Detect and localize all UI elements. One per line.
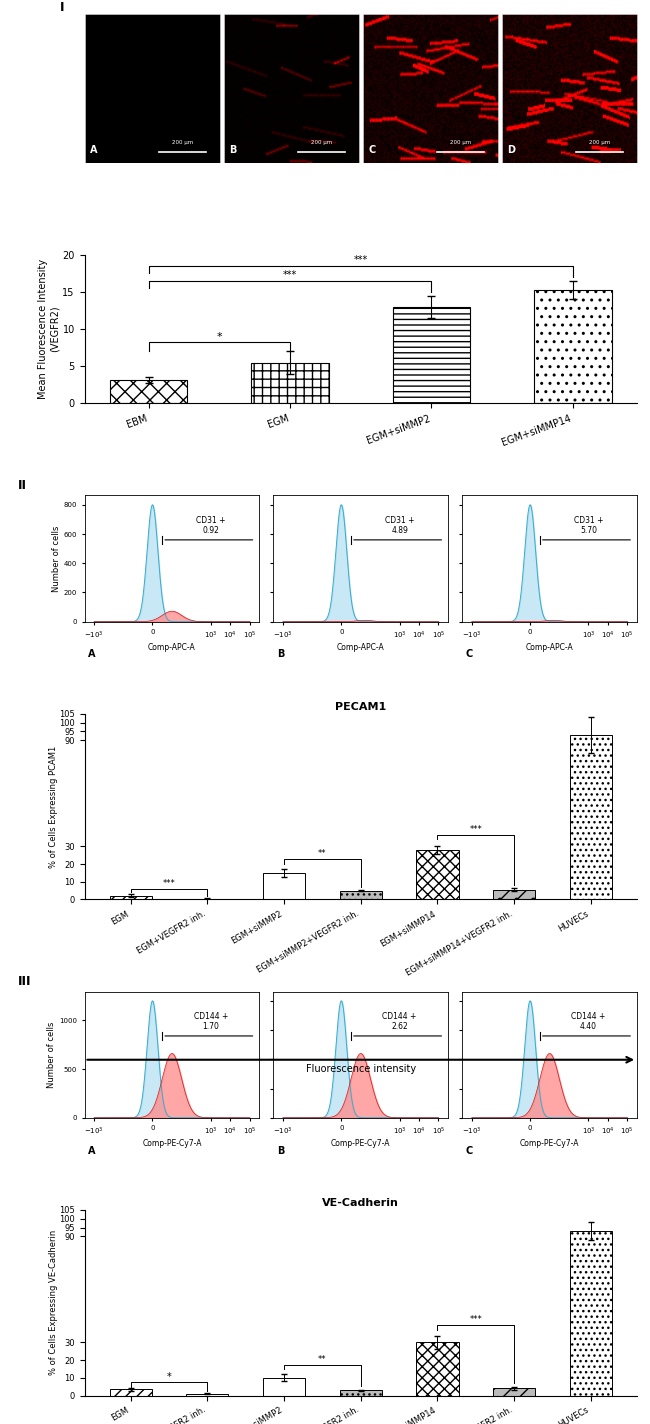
Text: A: A	[88, 1145, 96, 1155]
Bar	[110, 896, 152, 900]
Y-axis label: % of Cells Expressing VE-Cadherin: % of Cells Expressing VE-Cadherin	[49, 1230, 58, 1376]
Bar	[263, 1378, 305, 1396]
Y-axis label: Number of cells: Number of cells	[51, 525, 60, 592]
Text: CD31 +
0.92: CD31 + 0.92	[196, 515, 226, 535]
X-axis label: Comp-APC-A: Comp-APC-A	[148, 644, 196, 652]
Text: B: B	[229, 145, 237, 155]
X-axis label: Comp-PE-Cy7-A: Comp-PE-Cy7-A	[331, 1139, 391, 1149]
Text: CD144 +
2.62: CD144 + 2.62	[382, 1011, 417, 1031]
Bar	[187, 1394, 228, 1396]
Text: Fluorescence intensity: Fluorescence intensity	[306, 1064, 416, 1074]
X-axis label: Comp-APC-A: Comp-APC-A	[526, 644, 573, 652]
Bar	[110, 380, 187, 403]
Text: C: C	[368, 145, 376, 155]
Bar	[569, 735, 612, 900]
Text: A: A	[90, 145, 97, 155]
Y-axis label: Mean Fluorescence Intensity
(VEGFR2): Mean Fluorescence Intensity (VEGFR2)	[38, 259, 60, 399]
Text: C: C	[465, 1145, 473, 1155]
Y-axis label: Number of cells: Number of cells	[47, 1021, 56, 1088]
Text: 200 μm: 200 μm	[590, 140, 610, 145]
Bar	[569, 1232, 612, 1396]
Text: C: C	[465, 649, 473, 659]
Text: B: B	[277, 649, 284, 659]
Text: 200 μm: 200 μm	[172, 140, 193, 145]
Text: ***: ***	[283, 271, 297, 281]
Text: CD144 +
1.70: CD144 + 1.70	[194, 1011, 228, 1031]
Text: 200 μm: 200 μm	[450, 140, 471, 145]
Bar	[110, 1390, 152, 1396]
Text: ***: ***	[469, 824, 482, 834]
Bar	[493, 890, 535, 900]
Text: D: D	[507, 145, 515, 155]
Text: *: *	[216, 332, 222, 342]
Bar	[534, 289, 612, 403]
Title: VE-Cadherin: VE-Cadherin	[322, 1198, 399, 1208]
Bar	[340, 890, 382, 900]
Bar	[340, 1390, 382, 1396]
X-axis label: Comp-APC-A: Comp-APC-A	[337, 644, 385, 652]
Text: CD31 +
4.89: CD31 + 4.89	[385, 515, 414, 535]
Text: III: III	[18, 975, 32, 988]
X-axis label: Comp-PE-Cy7-A: Comp-PE-Cy7-A	[142, 1139, 202, 1149]
Text: ***: ***	[162, 880, 176, 889]
X-axis label: Comp-PE-Cy7-A: Comp-PE-Cy7-A	[520, 1139, 579, 1149]
Y-axis label: % of Cells Expressing PCAM1: % of Cells Expressing PCAM1	[49, 746, 58, 867]
Text: **: **	[318, 1354, 327, 1364]
Text: II: II	[18, 478, 27, 493]
Title: PECAM1: PECAM1	[335, 702, 386, 712]
Text: CD144 +
4.40: CD144 + 4.40	[571, 1011, 606, 1031]
Bar	[417, 1343, 458, 1396]
Text: ***: ***	[354, 255, 368, 265]
Text: Fluorescence intensity: Fluorescence intensity	[306, 732, 416, 742]
Text: I: I	[60, 1, 65, 14]
Text: **: **	[318, 849, 327, 857]
Bar	[263, 873, 305, 900]
Bar	[493, 1388, 535, 1396]
Text: B: B	[277, 1145, 284, 1155]
Bar	[251, 363, 329, 403]
Text: CD31 +
5.70: CD31 + 5.70	[574, 515, 603, 535]
Text: *: *	[166, 1371, 172, 1381]
Bar	[417, 850, 458, 900]
Text: ***: ***	[469, 1314, 482, 1324]
Bar	[393, 306, 471, 403]
Text: A: A	[88, 649, 96, 659]
Text: 200 μm: 200 μm	[311, 140, 332, 145]
